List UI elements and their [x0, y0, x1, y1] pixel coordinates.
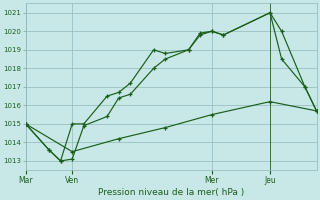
X-axis label: Pression niveau de la mer( hPa ): Pression niveau de la mer( hPa )	[98, 188, 244, 197]
